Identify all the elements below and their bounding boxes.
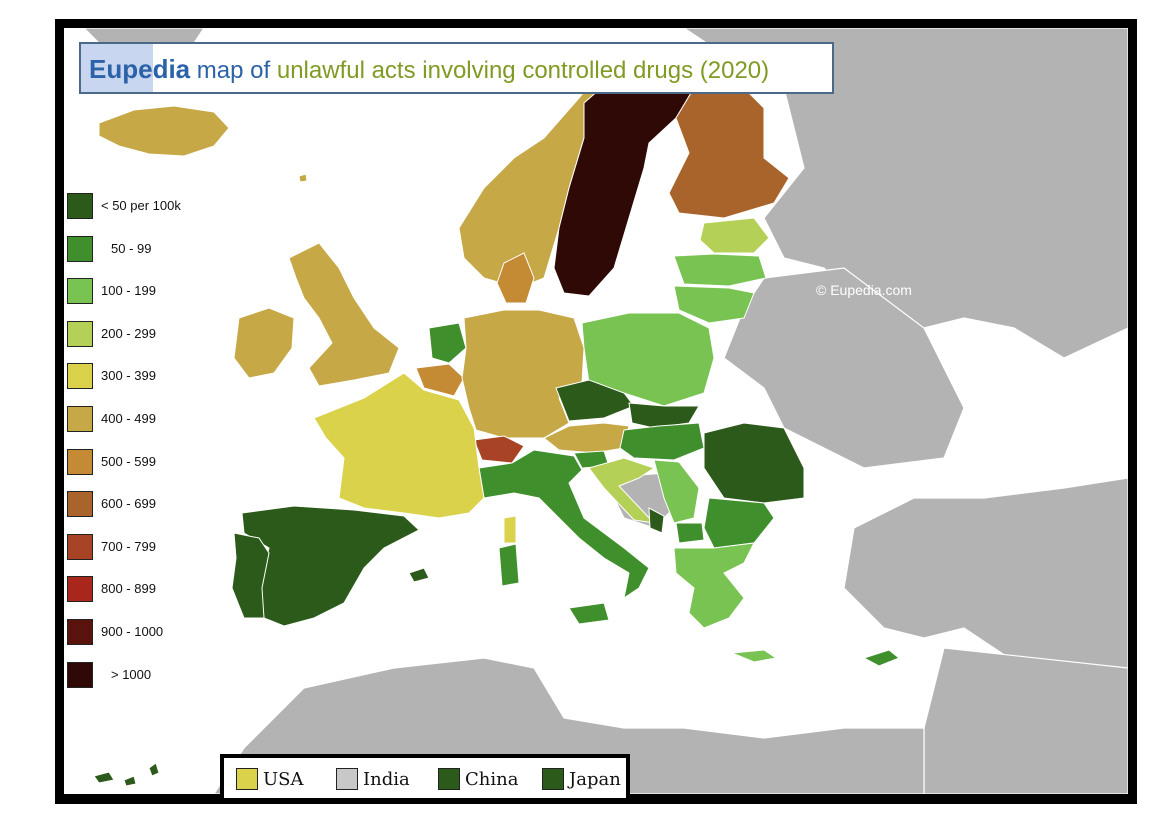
comparison-swatch (236, 768, 258, 790)
legend-swatch (67, 320, 93, 347)
title-topic: unlawful acts involving controlled drugs… (276, 57, 770, 84)
comparison-label: USA (263, 769, 304, 790)
belgium (415, 363, 465, 397)
switzerland (473, 435, 525, 464)
slovakia (628, 402, 700, 429)
watermark-main: © Eupedia.com (546, 656, 697, 681)
estonia (699, 217, 770, 254)
legend-label: > 1000 (111, 666, 152, 682)
comparison-label: Japan (569, 769, 621, 790)
united-kingdom (288, 242, 400, 387)
romania (703, 422, 805, 504)
legend-label: 800 - 899 (101, 581, 156, 597)
legend-swatch (67, 448, 93, 475)
legend-swatch (67, 491, 93, 518)
balearic-islands (408, 567, 430, 583)
legend-label: 900 - 1000 (101, 624, 164, 639)
cyprus (862, 649, 900, 667)
map-canvas: © Eupedia.com © Eupedia.com (64, 28, 1128, 794)
legend-label: 400 - 499 (101, 411, 156, 426)
comparison-box: USA India China Japan (220, 754, 630, 798)
hungary (619, 422, 705, 461)
lithuania (673, 285, 755, 324)
comparison-inner: USA India China Japan (224, 758, 626, 798)
serbia (653, 459, 700, 524)
map-title-box: Eupedia map of unlawful acts involving c… (79, 42, 834, 94)
belarus-ukraine-region (723, 267, 965, 469)
ireland (233, 307, 295, 379)
legend-label: 500 - 599 (101, 453, 156, 469)
turkey-caucasus-region (843, 477, 1128, 669)
eu-flag-icon (81, 44, 153, 92)
france (313, 372, 485, 519)
corsica (503, 515, 517, 544)
title-brand: Eupedia (89, 54, 191, 84)
latvia (673, 253, 767, 287)
legend-label: 300 - 399 (101, 368, 156, 384)
legend-swatch (67, 576, 93, 603)
north-macedonia (675, 522, 705, 544)
map-title: Eupedia map of unlawful acts involving c… (89, 54, 769, 85)
iceland (98, 105, 230, 157)
legend-label: < 50 per 100k (101, 198, 181, 213)
comparison-label: China (465, 769, 519, 790)
bulgaria (703, 497, 775, 549)
italy (478, 449, 650, 600)
comparison-label: India (363, 769, 410, 790)
netherlands (428, 322, 467, 364)
greece (673, 542, 755, 629)
legend-label: 600 - 699 (101, 496, 156, 512)
comparison-swatch (542, 768, 564, 790)
denmark (496, 252, 535, 304)
canary-islands (93, 762, 160, 787)
legend-swatch (67, 193, 93, 219)
legend-label: 700 - 799 (101, 538, 156, 554)
legend-label: 50 - 99 (111, 240, 152, 256)
comparison-swatch (336, 768, 358, 790)
comparison-swatch (438, 768, 460, 790)
portugal (231, 532, 270, 619)
sardinia (498, 543, 520, 587)
legend-label: 100 - 199 (101, 283, 156, 299)
legend-swatch (67, 278, 93, 305)
watermark-small: © Eupedia.com (816, 282, 912, 298)
sicily (568, 602, 610, 625)
title-middle: map of (190, 57, 277, 84)
poland (581, 312, 715, 407)
legend-label: 200 - 299 (101, 325, 156, 341)
faroe-islands (298, 173, 308, 183)
finland (668, 87, 790, 219)
montenegro (648, 507, 665, 534)
spain (241, 505, 420, 627)
legend-swatch (67, 406, 93, 432)
legend-swatch (67, 533, 93, 560)
legend-swatch (67, 661, 93, 688)
legend-swatch (67, 363, 93, 390)
legend-swatch (67, 619, 93, 645)
germany (461, 309, 585, 439)
legend-swatch (67, 235, 93, 262)
crete (731, 649, 778, 663)
croatia (588, 457, 656, 524)
middle-east-region (923, 647, 1128, 794)
